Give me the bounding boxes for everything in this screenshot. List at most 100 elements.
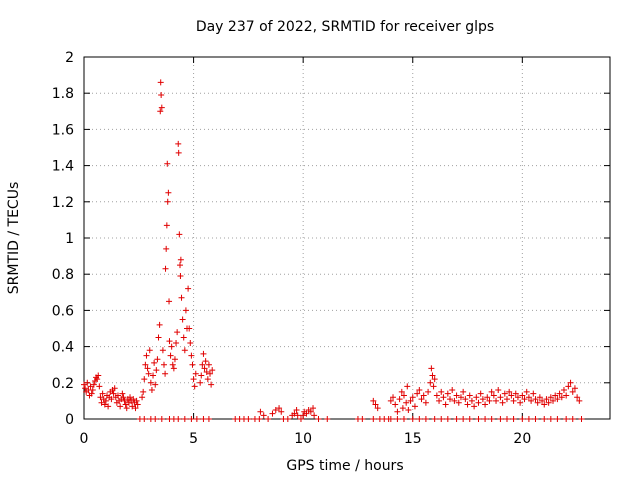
data-point — [294, 412, 301, 419]
data-point — [431, 376, 438, 383]
x-tick-label: 15 — [404, 431, 422, 447]
data-point — [90, 381, 97, 388]
data-point — [171, 356, 178, 363]
data-point — [460, 416, 467, 422]
data-point — [157, 79, 164, 86]
chart-title: Day 237 of 2022, SRMTID for receiver glp… — [196, 19, 494, 35]
data-point — [565, 383, 572, 390]
data-point — [569, 388, 576, 395]
data-point — [199, 361, 206, 368]
data-point — [276, 405, 283, 412]
data-point — [407, 397, 414, 404]
data-point — [556, 390, 563, 397]
data-point — [207, 370, 214, 377]
data-point — [517, 399, 524, 406]
data-point — [547, 394, 554, 401]
data-point — [178, 294, 185, 301]
x-axis-label: GPS time / hours — [286, 458, 403, 474]
data-point — [534, 399, 541, 406]
data-point — [416, 387, 423, 394]
data-point — [257, 408, 264, 415]
data-point — [182, 307, 189, 314]
data-point — [473, 394, 480, 401]
data-point — [293, 406, 300, 413]
data-point — [495, 387, 502, 394]
data-point — [497, 394, 504, 401]
data-point — [475, 416, 482, 422]
data-point — [512, 390, 519, 397]
data-point — [153, 367, 160, 374]
data-point — [188, 352, 195, 359]
data-point — [152, 381, 159, 388]
data-point — [372, 401, 379, 408]
data-point — [127, 394, 134, 401]
data-point — [89, 387, 96, 394]
data-point — [525, 416, 532, 422]
data-point — [416, 416, 423, 422]
data-point — [436, 397, 443, 404]
data-point — [510, 397, 517, 404]
data-point — [506, 388, 513, 395]
data-point — [563, 416, 570, 422]
data-point — [479, 396, 486, 403]
data-point — [523, 388, 530, 395]
data-point — [132, 405, 139, 412]
data-points — [81, 79, 585, 422]
axis-ticks: 00.20.40.60.811.21.41.61.820 5 10 15 20 — [52, 50, 610, 447]
data-point — [477, 390, 484, 397]
data-point — [414, 390, 421, 397]
data-point — [543, 396, 550, 403]
data-point — [133, 397, 140, 404]
data-point — [200, 350, 207, 357]
data-point — [139, 394, 146, 401]
data-point — [486, 397, 493, 404]
data-point — [181, 416, 188, 422]
data-point — [180, 334, 187, 341]
data-point — [422, 399, 429, 406]
data-point — [169, 361, 176, 368]
data-point — [433, 392, 440, 399]
data-point — [453, 416, 460, 422]
x-tick-label: 0 — [80, 431, 89, 447]
data-point — [394, 408, 401, 415]
data-point — [451, 397, 458, 404]
data-point — [431, 416, 438, 422]
data-point — [297, 416, 304, 422]
x-tick-label: 10 — [294, 431, 312, 447]
data-point — [468, 397, 475, 404]
data-point — [200, 416, 207, 422]
data-point — [187, 339, 194, 346]
data-point — [462, 396, 469, 403]
data-point — [179, 316, 186, 323]
data-point — [574, 394, 581, 401]
data-point — [550, 397, 557, 404]
y-tick-label: 0 — [65, 412, 74, 428]
data-point — [130, 396, 137, 403]
data-point — [105, 403, 112, 410]
x-tick-label: 20 — [513, 431, 531, 447]
data-point — [175, 140, 182, 147]
data-point — [141, 376, 148, 383]
data-point — [208, 381, 215, 388]
data-point — [143, 352, 150, 359]
y-tick-label: 2 — [65, 50, 74, 66]
data-point — [110, 390, 117, 397]
data-point — [530, 390, 537, 397]
data-point — [142, 361, 149, 368]
y-tick-label: 0.6 — [52, 303, 74, 319]
data-point — [403, 399, 410, 406]
data-point — [278, 408, 285, 415]
data-point — [150, 372, 157, 379]
data-point — [554, 416, 561, 422]
data-point — [394, 416, 401, 422]
data-point — [82, 385, 89, 392]
data-point — [175, 149, 182, 156]
data-point — [159, 347, 166, 354]
y-axis-label: SRMTID / TECUs — [6, 182, 22, 295]
data-point — [192, 370, 199, 377]
data-point — [438, 416, 445, 422]
data-point — [163, 245, 170, 252]
data-point — [272, 406, 279, 413]
data-point — [438, 388, 445, 395]
